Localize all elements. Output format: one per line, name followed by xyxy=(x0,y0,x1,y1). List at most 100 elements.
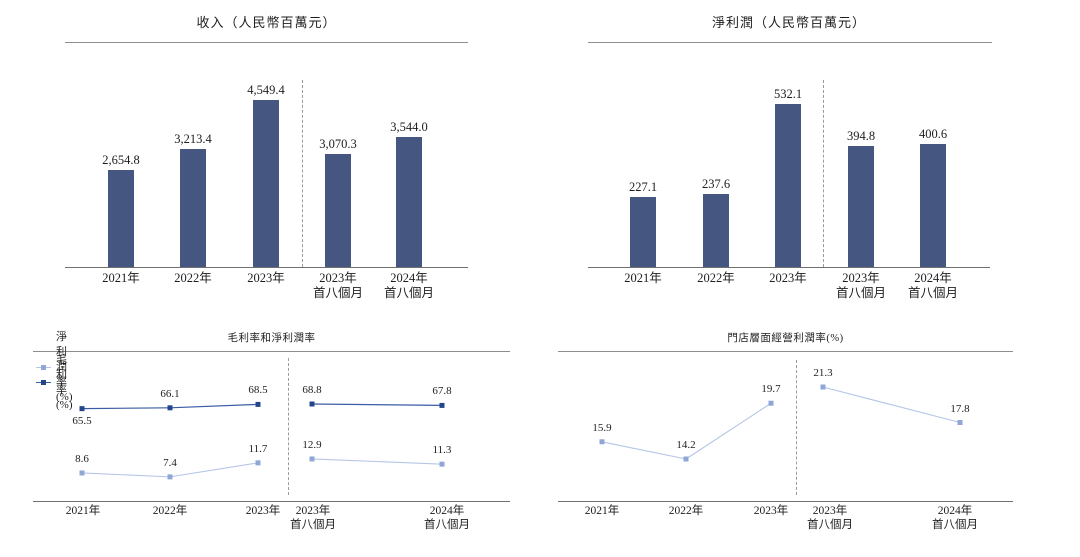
line-marker xyxy=(439,461,445,467)
x-axis-line xyxy=(33,501,510,502)
bar-value-label: 2,654.8 xyxy=(102,153,140,167)
revenue-chart-title: 收入（人民幣百萬元） xyxy=(196,15,337,30)
line-marker xyxy=(255,401,261,407)
store-margin-chart-title: 門店層面經營利潤率(%) xyxy=(727,333,844,344)
x-tick-label: 2021年 xyxy=(102,271,140,285)
bar-value-label: 4,549.4 xyxy=(247,83,285,97)
bar xyxy=(180,149,206,267)
bar xyxy=(630,197,656,267)
x-axis-line xyxy=(65,267,468,268)
line-series-segment xyxy=(81,407,171,410)
x-tick-label: 2022年 xyxy=(668,505,704,517)
point-value-label: 21.3 xyxy=(813,367,833,380)
title-rule xyxy=(65,42,468,43)
x-tick-label: 2022年 xyxy=(174,271,212,285)
net-profit-chart-title: 淨利潤（人民幣百萬元） xyxy=(711,15,866,30)
bar xyxy=(775,104,801,267)
bar-value-label: 400.6 xyxy=(918,127,948,141)
x-tick-label: 2023年 首八個月 xyxy=(807,505,853,531)
legend-marker xyxy=(36,379,51,386)
line-series-segment xyxy=(311,403,443,407)
line-marker xyxy=(768,400,774,406)
line-marker xyxy=(683,456,689,462)
title-rule xyxy=(558,351,1013,352)
legend-label: 毛利率(%) xyxy=(56,353,73,411)
x-tick-label: 2023年 xyxy=(753,505,789,517)
bar-value-label: 3,213.4 xyxy=(174,132,212,146)
legend-marker xyxy=(36,364,51,371)
line-marker xyxy=(439,402,445,408)
x-tick-label: 2023年 首八個月 xyxy=(835,271,886,300)
bar xyxy=(703,194,729,267)
period-separator-dashed-line xyxy=(823,80,824,267)
point-value-label: 17.8 xyxy=(950,402,970,415)
line-marker xyxy=(79,470,85,476)
point-value-label: 68.8 xyxy=(302,383,322,396)
line-marker xyxy=(820,384,826,390)
point-value-label: 11.3 xyxy=(432,444,452,457)
margins-chart-title: 毛利率和淨利潤率 xyxy=(227,333,316,344)
x-tick-label: 2021年 xyxy=(624,271,662,285)
line-marker xyxy=(255,460,261,466)
point-value-label: 65.5 xyxy=(72,414,92,427)
x-tick-label: 2024年 首八個月 xyxy=(383,271,434,300)
legend-marker-square xyxy=(41,380,46,385)
point-value-label: 14.2 xyxy=(676,439,696,451)
point-value-label: 19.7 xyxy=(761,383,781,396)
x-axis-line xyxy=(558,501,1013,502)
bar xyxy=(253,100,279,267)
x-tick-label: 2023年 首八個月 xyxy=(290,505,336,531)
bar xyxy=(325,154,351,267)
x-tick-label: 2021年 xyxy=(65,505,101,517)
x-tick-label: 2022年 xyxy=(152,505,188,517)
line-series-segment xyxy=(169,403,259,409)
line-marker xyxy=(79,406,85,412)
legend-item: 淨利潤率(%) xyxy=(36,331,73,403)
point-value-label: 7.4 xyxy=(163,456,177,469)
line-series-segment xyxy=(81,472,171,478)
bar xyxy=(920,144,946,267)
bar-value-label: 237.6 xyxy=(701,177,731,191)
period-separator-dashed-line xyxy=(288,358,289,495)
point-value-label: 8.6 xyxy=(75,452,89,465)
legend-marker-square xyxy=(41,365,46,370)
point-value-label: 11.7 xyxy=(248,442,268,455)
x-tick-label: 2023年 首八個月 xyxy=(312,271,363,300)
x-tick-label: 2023年 xyxy=(245,505,281,517)
x-axis-line xyxy=(588,267,990,268)
line-marker xyxy=(957,420,963,426)
x-tick-label: 2024年 首八個月 xyxy=(424,505,470,531)
point-value-label: 66.1 xyxy=(160,387,180,400)
line-series-segment xyxy=(311,458,443,465)
line-marker xyxy=(167,474,173,480)
title-rule xyxy=(588,42,992,43)
legend-label: 淨利潤率(%) xyxy=(56,331,73,403)
bar xyxy=(108,170,134,267)
x-tick-label: 2022年 xyxy=(697,271,735,285)
bar-value-label: 3,070.3 xyxy=(319,137,357,151)
line-marker xyxy=(309,401,315,407)
title-rule xyxy=(33,351,510,352)
line-marker xyxy=(599,439,605,445)
bar-value-label: 227.1 xyxy=(628,180,658,194)
point-value-label: 12.9 xyxy=(302,438,322,451)
bar-value-label: 3,544.0 xyxy=(390,120,428,134)
bar-value-label: 532.1 xyxy=(773,87,803,101)
period-separator-dashed-line xyxy=(796,360,797,495)
line-marker xyxy=(309,456,315,462)
legend-item: 毛利率(%) xyxy=(36,354,73,411)
x-tick-label: 2023年 xyxy=(769,271,807,285)
x-tick-label: 2024年 首八個月 xyxy=(932,505,978,531)
x-tick-label: 2024年 首八個月 xyxy=(907,271,958,300)
point-value-label: 15.9 xyxy=(592,421,612,434)
legend: 淨利潤率(%) 毛利率(%) xyxy=(36,331,73,411)
line-marker xyxy=(167,405,173,411)
x-tick-label: 2023年 xyxy=(247,271,285,285)
point-value-label: 68.5 xyxy=(248,384,268,397)
period-separator-dashed-line xyxy=(302,80,303,267)
x-tick-label: 2021年 xyxy=(584,505,620,517)
bar xyxy=(396,137,422,267)
bar-value-label: 394.8 xyxy=(846,129,876,143)
point-value-label: 67.8 xyxy=(432,385,452,398)
